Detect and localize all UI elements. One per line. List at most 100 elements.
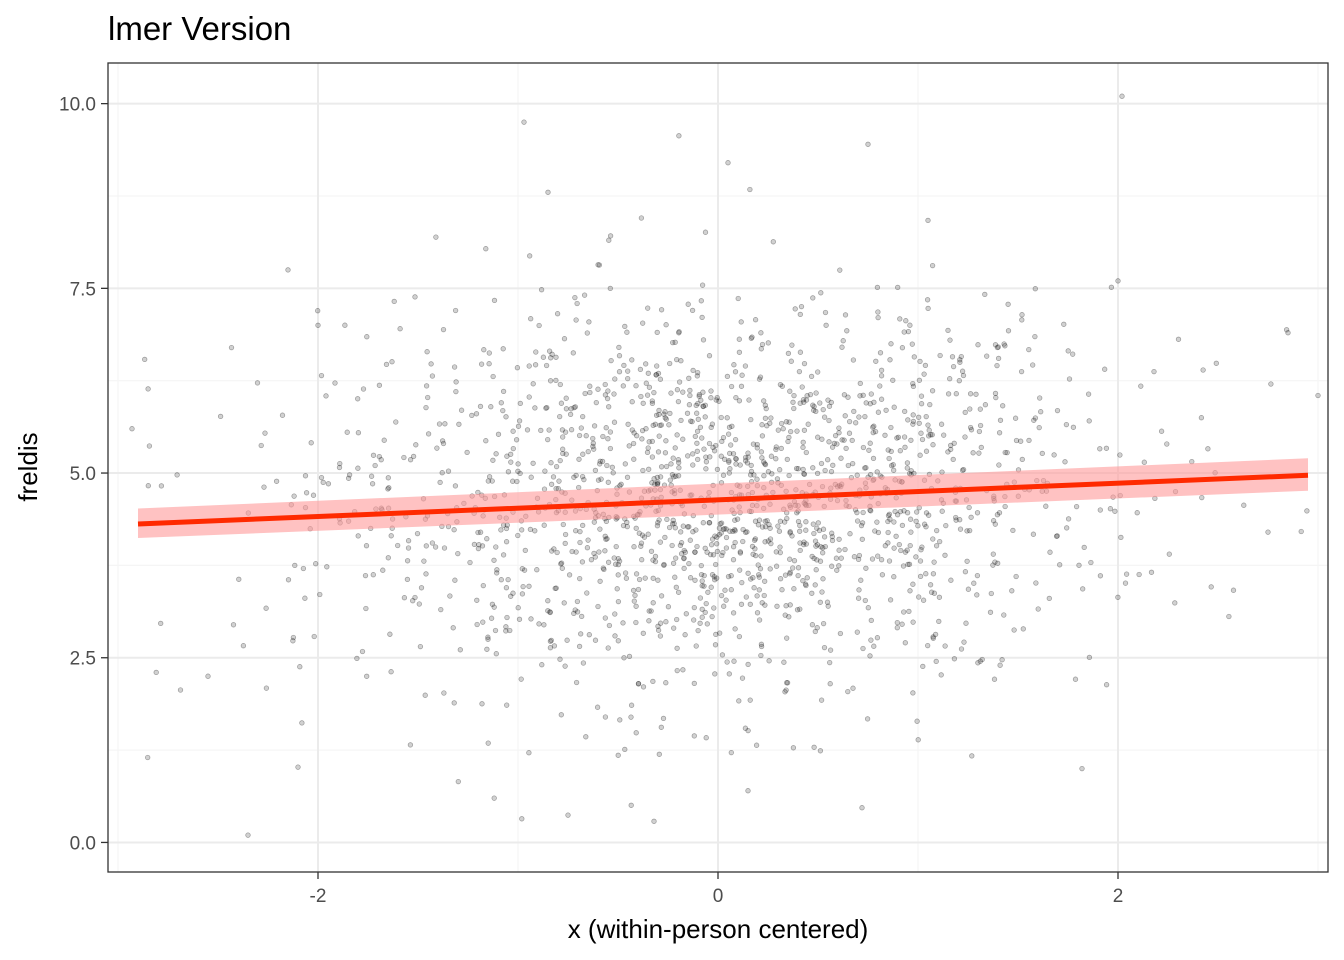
data-point [500, 346, 506, 352]
data-point [805, 421, 811, 427]
data-point [524, 427, 531, 433]
data-point [928, 589, 935, 595]
data-point [703, 600, 709, 607]
data-point [837, 267, 843, 273]
data-point [498, 577, 504, 583]
data-point [620, 383, 626, 389]
data-point [850, 685, 856, 691]
data-point [923, 524, 929, 530]
data-point [646, 384, 653, 390]
data-point [920, 597, 927, 603]
data-point [918, 401, 925, 407]
data-point [153, 669, 159, 676]
data-point [646, 618, 652, 624]
data-point [678, 358, 684, 364]
data-point [528, 316, 534, 322]
data-point [885, 447, 891, 453]
data-point [562, 540, 568, 547]
data-point [762, 461, 768, 467]
data-point [626, 443, 632, 449]
data-point [840, 338, 846, 344]
data-point [758, 641, 765, 647]
data-point [990, 562, 996, 568]
data-point [1065, 348, 1071, 354]
data-point [1107, 506, 1114, 512]
data-point [783, 687, 789, 693]
data-point [824, 599, 831, 605]
data-point [606, 404, 612, 410]
data-point [851, 554, 858, 560]
data-point [407, 457, 414, 463]
data-point [504, 614, 510, 621]
data-point [836, 536, 842, 542]
data-point [567, 411, 574, 418]
data-point [598, 476, 604, 482]
data-point [957, 517, 963, 523]
data-point [633, 525, 639, 531]
data-point [977, 422, 984, 429]
data-point [815, 520, 821, 526]
data-point [726, 424, 733, 430]
data-point [827, 647, 834, 653]
data-point [748, 416, 754, 423]
data-point [706, 520, 712, 526]
data-point [874, 635, 881, 641]
data-point [1213, 360, 1219, 366]
data-point [829, 533, 835, 540]
data-point [903, 318, 909, 324]
data-point [681, 547, 687, 554]
data-point [778, 445, 784, 452]
data-point [580, 413, 586, 420]
data-point [813, 390, 819, 396]
data-point [691, 680, 697, 687]
data-point [297, 664, 303, 670]
data-point [545, 189, 551, 195]
data-point [642, 575, 648, 581]
data-point [888, 341, 894, 347]
data-point [1158, 428, 1165, 434]
data-point [792, 306, 798, 312]
data-point [875, 553, 881, 559]
data-point [656, 517, 662, 523]
data-point [929, 262, 936, 269]
data-point [516, 616, 523, 622]
data-point [723, 526, 729, 532]
data-point [791, 392, 797, 399]
data-point [845, 462, 851, 469]
data-point [762, 518, 768, 524]
data-point [905, 561, 911, 568]
data-point [498, 400, 504, 406]
data-point [436, 421, 443, 427]
data-point [901, 434, 908, 440]
data-point [391, 298, 397, 305]
data-point [691, 604, 697, 611]
data-point [753, 552, 759, 559]
data-point [558, 400, 565, 406]
data-point [731, 362, 737, 368]
data-point [907, 542, 913, 549]
data-point [874, 469, 880, 475]
data-point [508, 451, 514, 457]
data-point [556, 478, 562, 484]
data-point [962, 409, 968, 416]
data-point [749, 543, 756, 550]
data-point [773, 549, 779, 555]
data-point [904, 465, 910, 471]
data-point [583, 433, 589, 439]
data-point [817, 400, 823, 406]
data-point [795, 565, 802, 571]
data-point [938, 672, 944, 678]
data-point [553, 585, 559, 591]
data-point [922, 362, 929, 369]
data-point [826, 403, 833, 409]
data-point [858, 577, 864, 583]
data-point [700, 520, 706, 526]
data-point [486, 361, 492, 367]
data-point [722, 526, 728, 532]
data-point [669, 542, 675, 549]
data-point [725, 431, 732, 437]
data-point [956, 378, 962, 384]
data-point [814, 470, 821, 477]
data-point [412, 294, 418, 300]
data-point [740, 538, 746, 545]
